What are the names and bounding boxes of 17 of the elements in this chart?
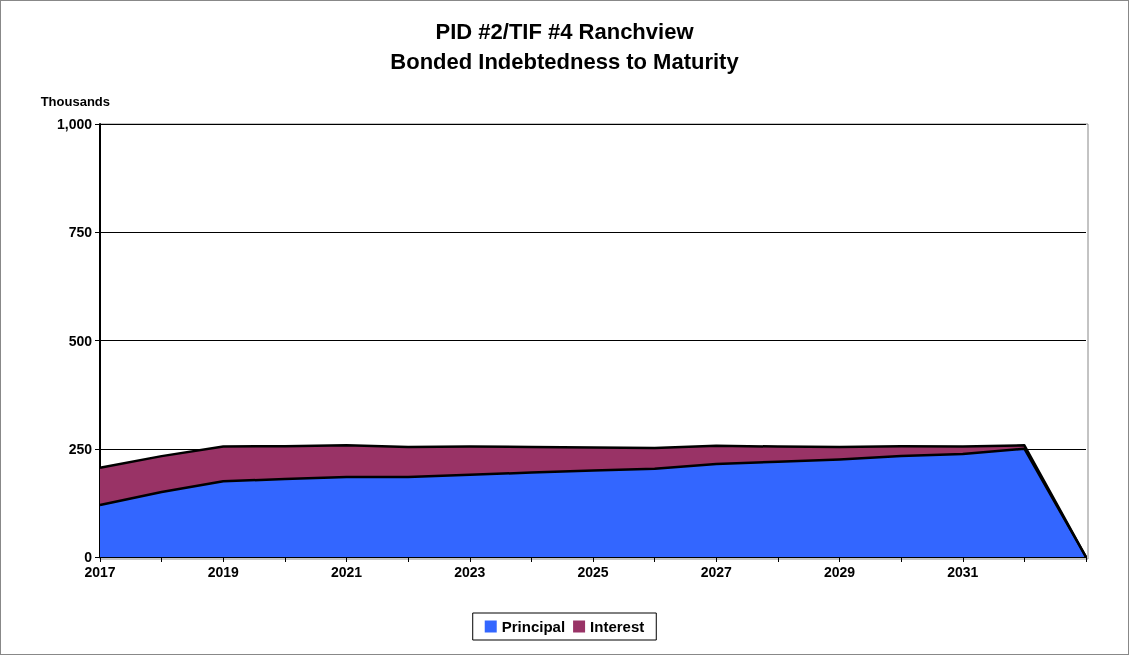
x-tick-label: 2025: [577, 564, 609, 580]
y-tick-label: 500: [68, 332, 93, 349]
y-axis-title: Thousands: [40, 94, 110, 109]
x-tick-label: 2021: [330, 564, 363, 580]
x-tick-label: 2029: [823, 564, 856, 580]
x-tick-label: 2023: [454, 564, 486, 580]
y-tick-label: 0: [84, 549, 93, 565]
legend-label: Principal: [501, 618, 566, 635]
y-tick-label: 1,000: [56, 116, 93, 132]
y-tick-label: 750: [68, 224, 93, 241]
y-tick-label: 250: [68, 440, 93, 457]
x-tick-label: 2019: [207, 564, 240, 580]
x-tick-label: 2031: [947, 564, 979, 580]
chart-title: PID #2/TIF #4 Ranchview Bonded Indebtedness to Maturity: [390, 18, 740, 74]
x-tick-label: 2027: [700, 564, 733, 580]
legend-label: Interest: [590, 618, 645, 635]
x-tick-label: 2017: [84, 564, 116, 580]
